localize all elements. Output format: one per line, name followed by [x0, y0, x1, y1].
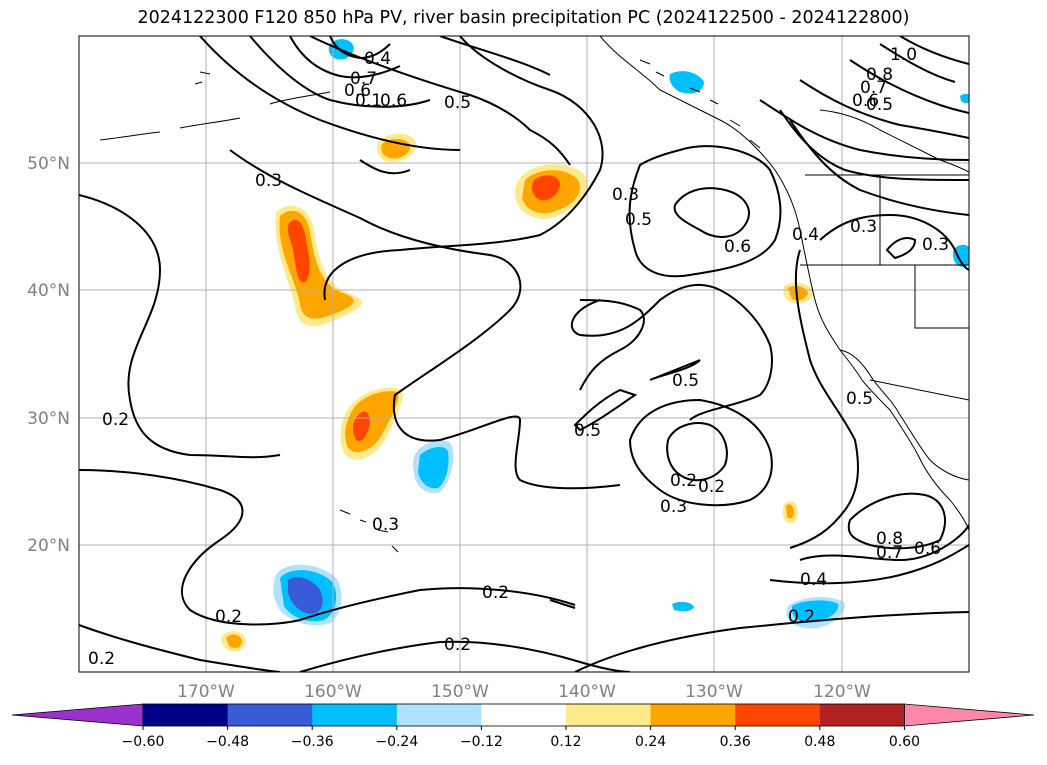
contour-label: 0.8	[866, 65, 893, 85]
colorbar-tick-label: 0.36	[720, 734, 751, 750]
contour-label: 0.2	[215, 607, 242, 627]
lon-tick-label: 160°W	[304, 682, 362, 702]
colorbar-tick-label: 0.60	[889, 734, 920, 750]
contour-label: 0.3	[660, 497, 687, 517]
lat-tick-labels: 50°N 40°N 30°N 20°N	[27, 154, 70, 556]
contour-label: 0.3	[612, 185, 639, 205]
contour-label: 0.6	[724, 237, 751, 257]
colorbar-tick-label: −0.36	[291, 734, 334, 750]
colorbar-segment	[227, 704, 313, 726]
contour-label: 0.6	[914, 539, 941, 559]
lon-tick-label: 140°W	[558, 682, 616, 702]
contour-label: 1.0	[890, 45, 917, 65]
map-frame	[78, 35, 970, 673]
lon-tick-label: 150°W	[431, 682, 489, 702]
contour-label: 0.2	[88, 649, 115, 669]
contour-label: 0.3	[255, 171, 282, 191]
colorbar: −0.60 −0.48 −0.36 −0.24 −0.12 0.12 0.24 0.36 0.4…	[11, 703, 1035, 750]
contour-label: 0.5	[672, 371, 699, 391]
contour-label: 0.4	[792, 225, 819, 245]
graticule	[79, 36, 969, 672]
contour-label: 0.2	[482, 583, 509, 603]
colorbar-tick-label: −0.48	[206, 734, 249, 750]
lat-tick-label: 40°N	[27, 281, 70, 301]
contour-label: 0.2	[102, 410, 129, 430]
lat-tick-label: 20°N	[27, 536, 70, 556]
contour-labels: 1.0 0.8 0.7 0.6 0.5 0.3 0.4 0.7 0.6 0.1 …	[88, 45, 949, 669]
contour-label: 0.2	[698, 477, 725, 497]
colorbar-segment	[312, 704, 398, 726]
coastlines	[99, 36, 969, 553]
lon-tick-labels: 170°W 160°W 150°W 140°W 130°W 120°W	[177, 682, 871, 702]
colorbar-segment	[735, 704, 821, 726]
contour-label: 0.5	[444, 93, 471, 113]
contour-label: 0.5	[574, 421, 601, 441]
contour-label: 0.7	[876, 543, 903, 563]
colorbar-segment	[396, 704, 482, 726]
colorbar-tick-label: 0.24	[635, 734, 666, 750]
contour-label: 0.7	[860, 78, 887, 98]
colorbar-extend-max	[904, 703, 1035, 727]
colorbar-segment	[481, 704, 567, 726]
colorbar-segment	[650, 704, 736, 726]
colorbar-segment	[566, 704, 652, 726]
contour-label: 0.2	[670, 471, 697, 491]
contour-label: 0.6	[344, 81, 371, 101]
contour-label: 0.6	[852, 91, 879, 111]
colorbar-outline	[142, 703, 905, 727]
colorbar-segment	[819, 704, 905, 726]
colorbar-tick-label: −0.24	[375, 734, 418, 750]
lat-tick-label: 30°N	[27, 409, 70, 429]
colorbar-tick-label: −0.60	[122, 734, 165, 750]
lon-tick-label: 120°W	[813, 682, 871, 702]
contour-label: 0.5	[625, 210, 652, 230]
lon-tick-label: 170°W	[177, 682, 235, 702]
contour-label: 0.2	[788, 607, 815, 627]
lat-tick-label: 50°N	[27, 154, 70, 174]
contour-label: 0.1	[355, 91, 382, 111]
contour-label: 0.5	[866, 95, 893, 115]
contour-label: 0.8	[876, 529, 903, 549]
pv-contours	[79, 36, 969, 672]
contour-label: 0.5	[846, 389, 873, 409]
contour-label: 0.4	[800, 570, 827, 590]
plot-title: 2024122300 F120 850 hPa PV, river basin …	[137, 8, 910, 28]
colorbar-segment	[143, 704, 229, 726]
contour-label: 0.7	[350, 69, 377, 89]
colorbar-tick-label: 0.12	[550, 734, 581, 750]
contour-label: 0.3	[850, 217, 877, 237]
contour-label: 0.4	[364, 49, 391, 69]
contour-label: 0.3	[372, 515, 399, 535]
colorbar-tick-label: −0.12	[460, 734, 503, 750]
contour-label: 0.6	[380, 91, 407, 111]
contour-label: 0.2	[444, 635, 471, 655]
map-area: 1.0 0.8 0.7 0.6 0.5 0.3 0.4 0.7 0.6 0.1 …	[79, 36, 969, 672]
colorbar-tick-label: 0.48	[804, 734, 835, 750]
contour-label: 0.3	[922, 235, 949, 255]
lon-tick-label: 130°W	[685, 682, 743, 702]
colorbar-extend-min	[11, 703, 144, 727]
